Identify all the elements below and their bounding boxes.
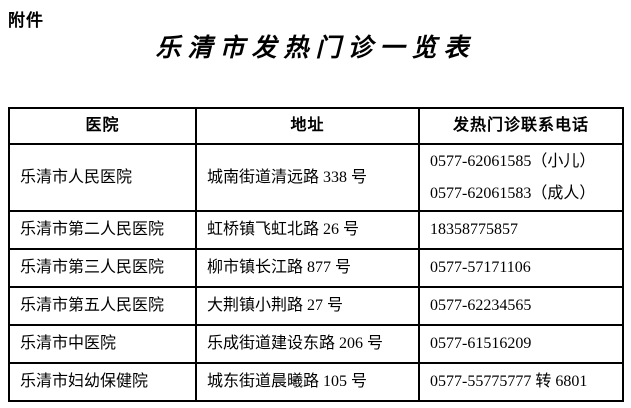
hospital-cell: 乐清市第三人民医院 xyxy=(8,248,197,288)
hospital-name: 乐清市人民医院 xyxy=(20,168,133,186)
header-hospital: 医院 xyxy=(8,107,197,145)
address-cell: 城东街道晨曦路 105 号 xyxy=(195,362,420,402)
hospital-address: 城东街道晨曦路 105 号 xyxy=(207,373,368,391)
hospital-name: 乐清市第二人民医院 xyxy=(20,221,165,239)
address-cell: 大荆镇小荆路 27 号 xyxy=(195,286,420,326)
address-cell: 城南街道清远路 338 号 xyxy=(195,143,420,212)
phone-number: 0577-61516209 xyxy=(430,335,532,353)
hospital-cell: 乐清市第五人民医院 xyxy=(8,286,197,326)
phone-cell: 0577-55775777 转 6801 xyxy=(418,362,624,402)
phone-cell: 0577-62061585（小儿） 0577-62061583（成人） xyxy=(418,143,624,212)
attachment-label: 附件 xyxy=(8,11,44,30)
hospital-name: 乐清市中医院 xyxy=(20,335,117,353)
hospital-name: 乐清市第五人民医院 xyxy=(20,297,165,315)
hospital-address: 柳市镇长江路 877 号 xyxy=(207,259,352,277)
table-row: 乐清市第二人民医院 虹桥镇飞虹北路 26 号 18358775857 xyxy=(8,210,624,250)
hospital-address: 虹桥镇飞虹北路 26 号 xyxy=(207,221,360,239)
fever-clinic-table: 医院 地址 发热门诊联系电话 乐清市人民医院 城南街道清远路 338 号 057… xyxy=(8,107,624,402)
hospital-name: 乐清市第三人民医院 xyxy=(20,259,165,277)
table-header: 医院 地址 发热门诊联系电话 xyxy=(8,107,624,145)
hospital-cell: 乐清市妇幼保健院 xyxy=(8,362,197,402)
table-row: 乐清市中医院 乐成街道建设东路 206 号 0577-61516209 xyxy=(8,324,624,364)
table-row: 乐清市人民医院 城南街道清远路 338 号 0577-62061585（小儿） … xyxy=(8,143,624,212)
phone-cell: 18358775857 xyxy=(418,210,624,250)
phone-number: 0577-57171106 xyxy=(430,259,531,277)
phone-cell: 0577-62234565 xyxy=(418,286,624,326)
hospital-cell: 乐清市第二人民医院 xyxy=(8,210,197,250)
phone-number: 0577-62061583（成人） xyxy=(430,184,596,202)
address-cell: 虹桥镇飞虹北路 26 号 xyxy=(195,210,420,250)
phone-number: 0577-55775777 转 6801 xyxy=(430,373,588,391)
header-address: 地址 xyxy=(195,107,420,145)
phone-number: 18358775857 xyxy=(430,221,518,239)
hospital-address: 大荆镇小荆路 27 号 xyxy=(207,297,344,315)
hospital-address: 乐成街道建设东路 206 号 xyxy=(207,335,384,353)
phone-number: 0577-62061585（小儿） xyxy=(430,152,596,170)
phone-cell: 0577-61516209 xyxy=(418,324,624,364)
header-row: 医院 地址 发热门诊联系电话 xyxy=(8,107,624,145)
table-row: 乐清市第三人民医院 柳市镇长江路 877 号 0577-57171106 xyxy=(8,248,624,288)
hospital-cell: 乐清市中医院 xyxy=(8,324,197,364)
hospital-address: 城南街道清远路 338 号 xyxy=(207,168,368,186)
phone-cell: 0577-57171106 xyxy=(418,248,624,288)
table-row: 乐清市第五人民医院 大荆镇小荆路 27 号 0577-62234565 xyxy=(8,286,624,326)
table-row: 乐清市妇幼保健院 城东街道晨曦路 105 号 0577-55775777 转 6… xyxy=(8,362,624,402)
page-title: 乐清市发热门诊一览表 xyxy=(155,35,476,62)
address-cell: 柳市镇长江路 877 号 xyxy=(195,248,420,288)
phone-number: 0577-62234565 xyxy=(430,297,532,315)
header-phone: 发热门诊联系电话 xyxy=(418,107,624,145)
hospital-name: 乐清市妇幼保健院 xyxy=(20,373,149,391)
address-cell: 乐成街道建设东路 206 号 xyxy=(195,324,420,364)
hospital-cell: 乐清市人民医院 xyxy=(8,143,197,212)
